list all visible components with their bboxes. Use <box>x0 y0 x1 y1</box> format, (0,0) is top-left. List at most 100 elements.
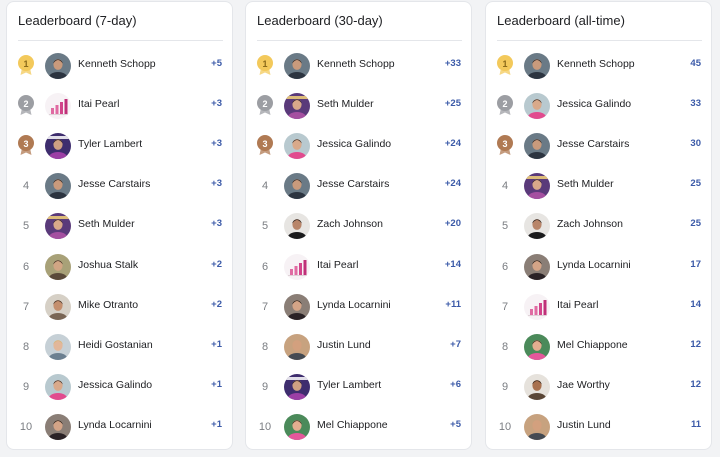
leaderboard-row[interactable]: 3 Jessica Galindo +24 <box>246 126 471 166</box>
leaderboard-row[interactable]: 1 Kenneth Schopp 45 <box>486 46 711 86</box>
leaderboard-row[interactable]: 2 Seth Mulder +25 <box>246 86 471 126</box>
leaderboard-row[interactable]: 4 Jesse Carstairs +24 <box>246 166 471 206</box>
user-name[interactable]: Jesse Carstairs <box>78 178 151 191</box>
avatar[interactable] <box>284 173 310 200</box>
avatar[interactable] <box>284 333 310 360</box>
avatar[interactable] <box>45 173 71 200</box>
user-name[interactable]: Heidi Gostanian <box>78 338 153 351</box>
user-name[interactable]: Tyler Lambert <box>317 378 382 391</box>
leaderboard-row[interactable]: 10 Lynda Locarnini +1 <box>7 407 232 447</box>
avatar[interactable] <box>45 413 71 440</box>
leaderboard-row[interactable]: 9 Jessica Galindo +1 <box>7 367 232 407</box>
avatar[interactable] <box>524 173 550 200</box>
avatar[interactable] <box>524 293 550 320</box>
user-name[interactable]: Jesse Carstairs <box>317 178 390 191</box>
rank-number: 7 <box>261 300 269 313</box>
leaderboard-row[interactable]: 4 Jesse Carstairs +3 <box>7 166 232 206</box>
avatar[interactable] <box>524 93 550 120</box>
leaderboard-row[interactable]: 2 Jessica Galindo 33 <box>486 86 711 126</box>
leaderboard-row[interactable]: 5 Seth Mulder +3 <box>7 206 232 246</box>
user-name[interactable]: Zach Johnson <box>317 218 383 231</box>
avatar[interactable] <box>284 133 310 160</box>
user-name[interactable]: Kenneth Schopp <box>557 58 635 70</box>
leaderboard-row[interactable]: 8 Heidi Gostanian +1 <box>7 327 232 367</box>
silver-medal-icon: 2 <box>496 94 514 116</box>
avatar[interactable] <box>284 413 310 440</box>
avatar[interactable] <box>45 213 71 240</box>
user-name[interactable]: Mike Otranto <box>78 298 139 311</box>
avatar[interactable] <box>45 253 71 280</box>
user-name[interactable]: Kenneth Schopp <box>317 58 395 70</box>
leaderboard-row[interactable]: 4 Seth Mulder 25 <box>486 166 711 206</box>
avatar[interactable] <box>284 373 310 400</box>
rank-number: 4 <box>261 180 269 193</box>
user-name[interactable]: Justin Lund <box>557 418 611 431</box>
user-name[interactable]: Kenneth Schopp <box>78 58 156 70</box>
user-name[interactable]: Jessica Galindo <box>557 98 632 111</box>
avatar[interactable] <box>524 333 550 360</box>
avatar[interactable] <box>284 213 310 240</box>
leaderboard-row[interactable]: 6 Lynda Locarnini 17 <box>486 247 711 287</box>
leaderboard-row[interactable]: 7 Itai Pearl 14 <box>486 287 711 327</box>
leaderboard-row[interactable]: 8 Mel Chiappone 12 <box>486 327 711 367</box>
leaderboard-row[interactable]: 10 Justin Lund 11 <box>486 407 711 447</box>
score-value: +3 <box>211 218 222 230</box>
bronze-medal-icon: 3 <box>17 134 35 156</box>
user-name[interactable]: Jae Worthy <box>557 378 610 391</box>
leaderboard-row[interactable]: 5 Zach Johnson +20 <box>246 206 471 246</box>
leaderboard-row[interactable]: 1 Kenneth Schopp +33 <box>246 46 471 86</box>
avatar[interactable] <box>524 133 550 160</box>
user-name[interactable]: Zach Johnson <box>557 218 623 231</box>
rank-number: 3 <box>23 139 29 150</box>
avatar[interactable] <box>524 213 550 240</box>
avatar[interactable] <box>284 253 310 280</box>
leaderboard-row[interactable]: 9 Tyler Lambert +6 <box>246 367 471 407</box>
avatar[interactable] <box>524 253 550 280</box>
leaderboard-row[interactable]: 9 Jae Worthy 12 <box>486 367 711 407</box>
avatar[interactable] <box>284 53 310 79</box>
leaderboard-row[interactable]: 7 Lynda Locarnini +11 <box>246 287 471 327</box>
user-name[interactable]: Itai Pearl <box>317 258 359 271</box>
leaderboard-row[interactable]: 6 Itai Pearl +14 <box>246 247 471 287</box>
user-name[interactable]: Lynda Locarnini <box>78 418 152 431</box>
user-name[interactable]: Justin Lund <box>317 338 371 351</box>
avatar[interactable] <box>45 133 71 160</box>
avatar[interactable] <box>45 373 71 400</box>
leaderboard-row[interactable]: 1 Kenneth Schopp +5 <box>7 46 232 86</box>
avatar[interactable] <box>45 93 71 120</box>
user-name[interactable]: Itai Pearl <box>78 98 120 111</box>
user-name[interactable]: Tyler Lambert <box>78 138 143 151</box>
score-value: +24 <box>444 178 461 190</box>
leaderboard-row[interactable]: 3 Tyler Lambert +3 <box>7 126 232 166</box>
user-name[interactable]: Jesse Carstairs <box>557 138 630 151</box>
avatar[interactable] <box>284 93 310 120</box>
avatar[interactable] <box>45 293 71 320</box>
title-divider <box>257 40 462 41</box>
score-value: +11 <box>445 298 461 310</box>
user-name[interactable]: Seth Mulder <box>78 218 135 231</box>
leaderboard-row[interactable]: 2 Itai Pearl +3 <box>7 86 232 126</box>
user-name[interactable]: Jessica Galindo <box>317 138 392 151</box>
avatar[interactable] <box>524 53 550 79</box>
user-name[interactable]: Mel Chiappone <box>317 418 388 431</box>
title-divider <box>18 40 223 41</box>
user-name[interactable]: Seth Mulder <box>557 178 614 191</box>
leaderboard-row[interactable]: 6 Joshua Stalk +2 <box>7 247 232 287</box>
leaderboard-row[interactable]: 7 Mike Otranto +2 <box>7 287 232 327</box>
avatar[interactable] <box>45 333 71 360</box>
user-name[interactable]: Lynda Locarnini <box>557 258 631 271</box>
avatar[interactable] <box>45 53 71 79</box>
user-name[interactable]: Joshua Stalk <box>78 258 139 271</box>
user-name[interactable]: Itai Pearl <box>557 298 599 311</box>
user-name[interactable]: Seth Mulder <box>317 98 374 111</box>
leaderboard-row[interactable]: 5 Zach Johnson 25 <box>486 206 711 246</box>
user-name[interactable]: Mel Chiappone <box>557 338 628 351</box>
user-name[interactable]: Jessica Galindo <box>78 378 153 391</box>
user-name[interactable]: Lynda Locarnini <box>317 298 391 311</box>
leaderboard-row[interactable]: 3 Jesse Carstairs 30 <box>486 126 711 166</box>
leaderboard-row[interactable]: 8 Justin Lund +7 <box>246 327 471 367</box>
leaderboard-row[interactable]: 10 Mel Chiappone +5 <box>246 407 471 447</box>
avatar[interactable] <box>524 373 550 400</box>
avatar[interactable] <box>284 293 310 320</box>
avatar[interactable] <box>524 413 550 440</box>
